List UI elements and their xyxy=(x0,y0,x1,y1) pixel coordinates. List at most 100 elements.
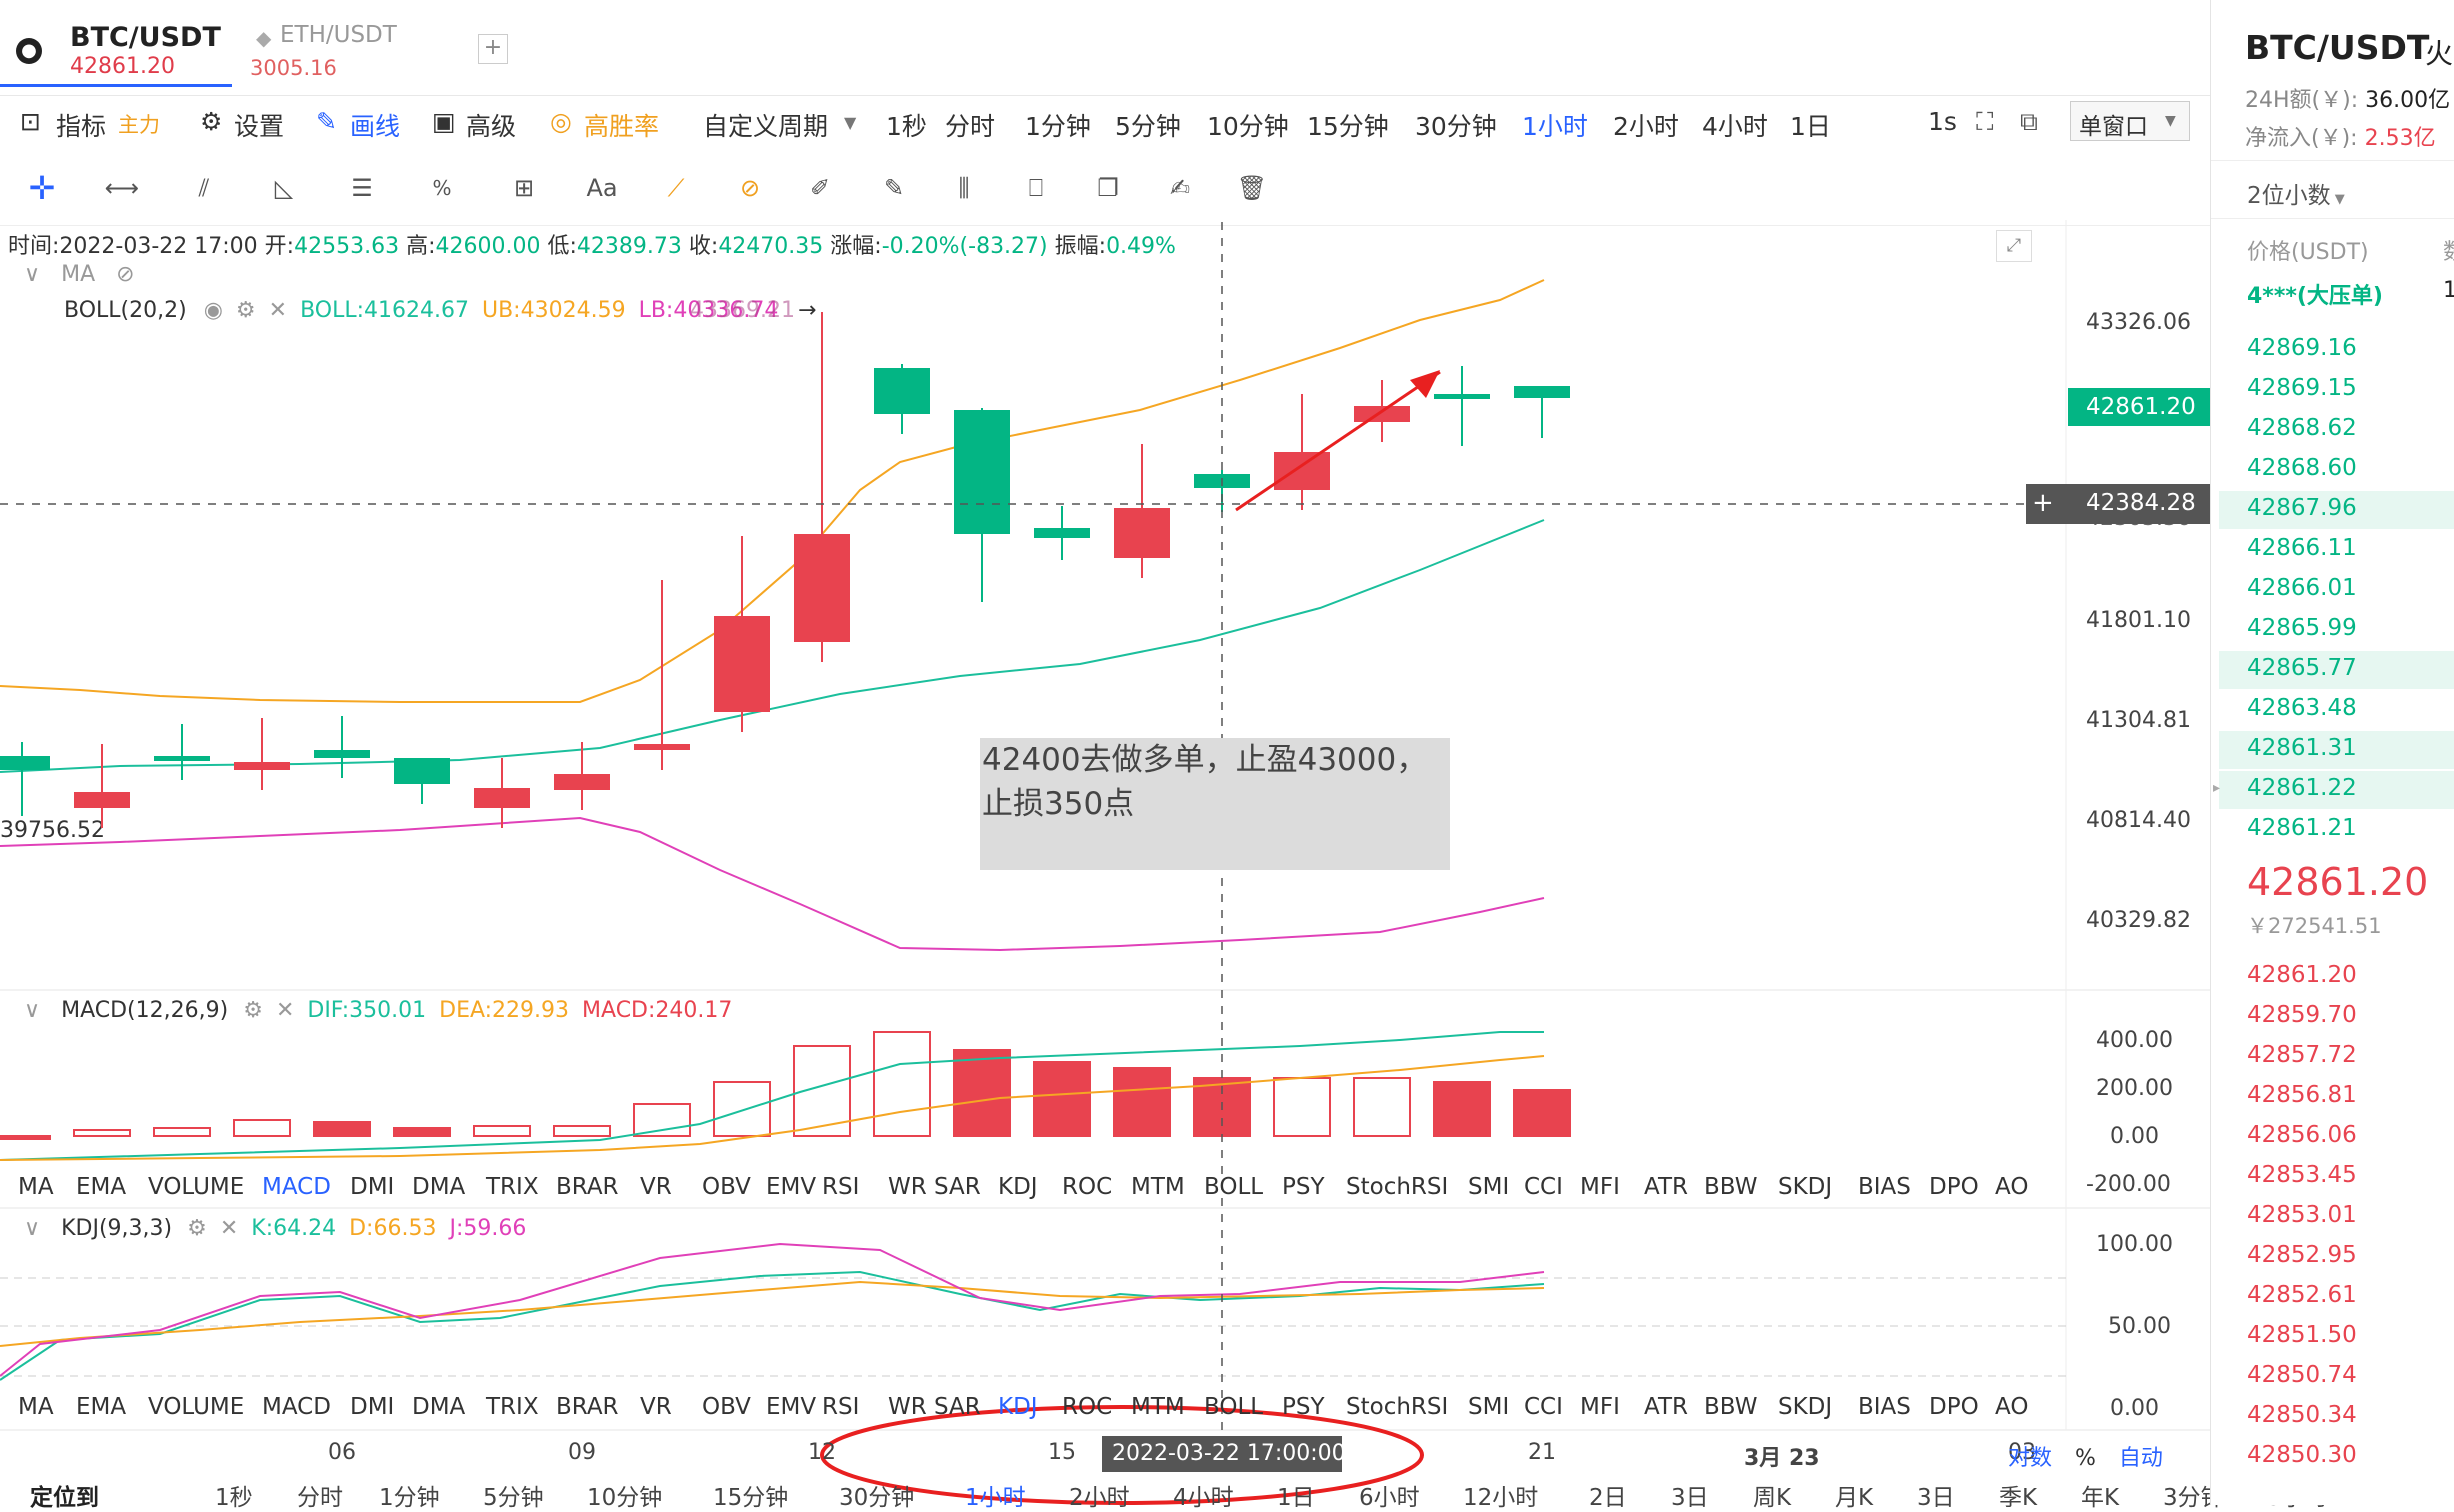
fibonacci-icon[interactable]: % xyxy=(432,176,452,200)
indicator-tab-sar[interactable]: SAR xyxy=(934,1174,981,1200)
ask-price[interactable]: 42863.48 xyxy=(2247,695,2357,721)
indicator-tab-mtm[interactable]: MTM xyxy=(1131,1394,1185,1420)
win-rate-button[interactable]: 高胜率 xyxy=(584,112,660,141)
period-10[interactable]: 1日 xyxy=(1790,112,1831,141)
indicator-tab-trix[interactable]: TRIX xyxy=(486,1394,539,1420)
bid-price[interactable]: 42861.20 xyxy=(2247,962,2357,988)
period-0[interactable]: 1秒 xyxy=(886,112,927,141)
ask-price[interactable]: 42865.99 xyxy=(2247,615,2357,641)
indicator-tab-roc[interactable]: ROC xyxy=(1062,1174,1113,1200)
indicator-tab-bbw[interactable]: BBW xyxy=(1704,1394,1758,1420)
indicator-tab-dpo[interactable]: DPO xyxy=(1929,1394,1979,1420)
ask-price[interactable]: 42866.11 xyxy=(2247,535,2357,561)
bid-price[interactable]: 42853.01 xyxy=(2247,1202,2357,1228)
gear-icon[interactable]: ⚙ xyxy=(243,998,263,1023)
indicator-tab-cci[interactable]: CCI xyxy=(1524,1174,1563,1200)
close-icon[interactable]: ✕ xyxy=(219,1216,239,1241)
add-tab-button[interactable]: + xyxy=(478,34,508,64)
bottom-period-11[interactable]: 1日 xyxy=(1277,1485,1315,1511)
bid-price[interactable]: 42853.45 xyxy=(2247,1162,2357,1188)
indicator-tab-boll[interactable]: BOLL xyxy=(1204,1174,1264,1200)
period-5[interactable]: 15分钟 xyxy=(1307,112,1389,141)
lock-icon[interactable]: ⎕ xyxy=(1028,174,1044,202)
channel-icon[interactable]: ☰ xyxy=(351,174,373,202)
bottom-period-15[interactable]: 3日 xyxy=(1671,1485,1709,1511)
bottom-period-6[interactable]: 15分钟 xyxy=(713,1485,789,1511)
bid-price[interactable]: 42850.30 xyxy=(2247,1442,2357,1468)
bottom-period-13[interactable]: 12小时 xyxy=(1463,1485,1539,1511)
indicator-tab-stochrsi[interactable]: StochRSI xyxy=(1346,1174,1449,1200)
measure-icon[interactable]: ⟋ xyxy=(667,174,685,202)
trash-icon[interactable]: 🗑 xyxy=(1236,174,1268,202)
indicator-tab-wr[interactable]: WR xyxy=(888,1394,927,1420)
bid-price[interactable]: 42850.74 xyxy=(2247,1362,2357,1388)
ask-price[interactable]: 42868.60 xyxy=(2247,455,2357,481)
ask-price[interactable]: 42868.62 xyxy=(2247,415,2357,441)
indicator-tab-mfi[interactable]: MFI xyxy=(1580,1394,1620,1420)
indicator-tab-vr[interactable]: VR xyxy=(640,1174,672,1200)
bottom-period-8[interactable]: 1小时 xyxy=(965,1485,1026,1511)
period-9[interactable]: 4小时 xyxy=(1702,112,1768,141)
indicator-tab-psy[interactable]: PSY xyxy=(1282,1394,1325,1420)
period-7[interactable]: 1小时 xyxy=(1522,112,1588,141)
period-2[interactable]: 1分钟 xyxy=(1025,112,1091,141)
bid-price[interactable]: 42851.50 xyxy=(2247,1322,2357,1348)
percent-scale-toggle[interactable]: % xyxy=(2075,1446,2096,1471)
bid-price[interactable]: 42852.61 xyxy=(2247,1282,2357,1308)
indicator-tab-rsi[interactable]: RSI xyxy=(822,1394,860,1420)
indicator-tab-volume[interactable]: VOLUME xyxy=(148,1174,245,1200)
indicator-tab-bbw[interactable]: BBW xyxy=(1704,1174,1758,1200)
auto-scale-toggle[interactable]: 自动 xyxy=(2118,1446,2163,1471)
bid-price[interactable]: 42856.06 xyxy=(2247,1122,2357,1148)
period-6[interactable]: 30分钟 xyxy=(1415,112,1497,141)
indicator-tab-psy[interactable]: PSY xyxy=(1282,1174,1325,1200)
indicator-tab-mtm[interactable]: MTM xyxy=(1131,1174,1185,1200)
plus-icon[interactable]: + xyxy=(2032,488,2054,518)
period-8[interactable]: 2小时 xyxy=(1613,112,1679,141)
bottom-period-5[interactable]: 10分钟 xyxy=(587,1485,663,1511)
pencil-icon[interactable]: ✐ xyxy=(809,174,831,202)
period-3[interactable]: 5分钟 xyxy=(1115,112,1181,141)
indicator-tab-kdj[interactable]: KDJ xyxy=(998,1394,1038,1420)
bottom-period-14[interactable]: 2日 xyxy=(1589,1485,1627,1511)
bottom-period-10[interactable]: 4小时 xyxy=(1173,1485,1234,1511)
eye-icon[interactable]: ◉ xyxy=(203,298,223,323)
indicator-tab-cci[interactable]: CCI xyxy=(1524,1394,1563,1420)
indicator-tab-ema[interactable]: EMA xyxy=(76,1174,127,1200)
bottom-period-16[interactable]: 周K xyxy=(1753,1485,1792,1511)
collapse-panel-icon[interactable]: ▸ xyxy=(2213,780,2221,796)
indicator-tab-atr[interactable]: ATR xyxy=(1644,1174,1688,1200)
indicator-tab-sar[interactable]: SAR xyxy=(934,1394,981,1420)
log-scale-toggle[interactable]: 对数 xyxy=(2008,1446,2053,1471)
bid-price[interactable]: 42857.72 xyxy=(2247,1042,2357,1068)
brush-icon[interactable]: ✎ xyxy=(883,174,905,202)
text-icon[interactable]: Aa xyxy=(586,174,618,202)
indicator-tab-stochrsi[interactable]: StochRSI xyxy=(1346,1394,1449,1420)
rectangle-icon[interactable]: ⊞ xyxy=(513,174,535,202)
candles-icon[interactable]: ⫼ xyxy=(958,174,970,202)
indicator-tab-ao[interactable]: AO xyxy=(1995,1394,2029,1420)
ruler-icon[interactable]: ⊘ xyxy=(739,174,761,202)
bottom-period-12[interactable]: 6小时 xyxy=(1359,1485,1420,1511)
indicator-tab-ma[interactable]: MA xyxy=(18,1174,54,1200)
indicator-tab-macd[interactable]: MACD xyxy=(262,1394,331,1420)
bid-price[interactable]: 42856.81 xyxy=(2247,1082,2357,1108)
eye-off-icon[interactable]: ⊘ xyxy=(116,262,135,287)
indicator-tab-brar[interactable]: BRAR xyxy=(556,1394,619,1420)
gear-icon[interactable]: ⚙ xyxy=(235,298,256,323)
advanced-button[interactable]: 高级 xyxy=(466,112,517,141)
indicator-tab-bias[interactable]: BIAS xyxy=(1858,1394,1911,1420)
indicator-tab-atr[interactable]: ATR xyxy=(1644,1394,1688,1420)
indicator-tab-bias[interactable]: BIAS xyxy=(1858,1174,1911,1200)
indicator-tab-kdj[interactable]: KDJ xyxy=(998,1174,1038,1200)
indicator-tab-vr[interactable]: VR xyxy=(640,1394,672,1420)
bid-price[interactable]: 42850.34 xyxy=(2247,1402,2357,1428)
bottom-period-17[interactable]: 月K xyxy=(1835,1485,1874,1511)
window-mode-select[interactable]: 单窗口 ▼ xyxy=(2070,101,2190,141)
locate-button[interactable]: 定位到 xyxy=(30,1485,99,1511)
fullscreen-icon[interactable]: ⛶ xyxy=(1976,107,1994,136)
period-1[interactable]: 分时 xyxy=(945,112,996,141)
indicator-tab-emv[interactable]: EMV xyxy=(766,1394,817,1420)
settings-button[interactable]: 设置 xyxy=(234,112,285,141)
angle-icon[interactable]: ◺ xyxy=(274,174,294,202)
